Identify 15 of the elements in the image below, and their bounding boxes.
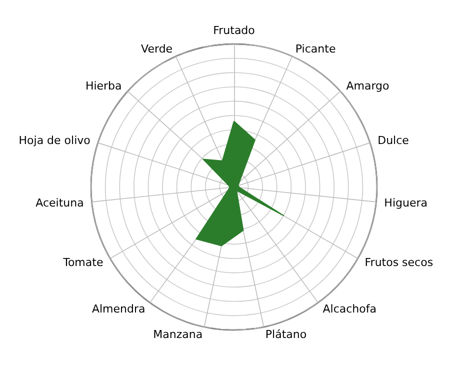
spoke-label: Dulce bbox=[378, 134, 410, 147]
spoke-label: Verde bbox=[141, 42, 173, 56]
spoke-label: Alcachofa bbox=[322, 302, 376, 316]
spoke-label: Higuera bbox=[384, 196, 428, 210]
spoke-label: Hierba bbox=[85, 79, 122, 92]
spoke-label: Frutos secos bbox=[364, 256, 434, 269]
spoke-label: Tomate bbox=[62, 256, 104, 269]
spoke-label: Almendra bbox=[92, 302, 146, 316]
spoke-label: Hoja de olivo bbox=[18, 134, 91, 147]
spoke-label: Picante bbox=[295, 42, 336, 56]
spoke-label: Aceituna bbox=[36, 196, 84, 210]
spoke-label: Amargo bbox=[346, 79, 390, 92]
spoke-label: Manzana bbox=[153, 328, 203, 342]
spoke-label: Frutado bbox=[213, 24, 256, 37]
spoke-label: Plátano bbox=[265, 328, 307, 342]
